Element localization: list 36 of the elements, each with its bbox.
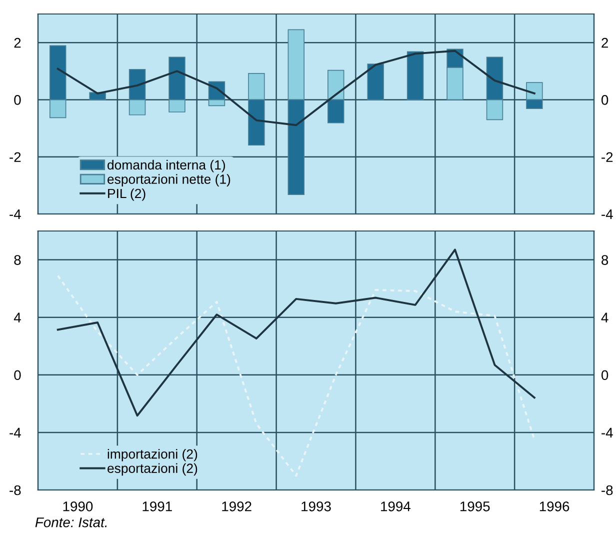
line-series [56, 274, 536, 477]
x-tick-label: 1990 [63, 501, 93, 512]
y2-tick-label: -4 [602, 209, 613, 220]
x-tick-label: 1994 [381, 501, 410, 512]
y2-tick-label: -8 [602, 485, 613, 496]
legend-label: PIL (2) [108, 188, 146, 201]
x-tick-label: 1991 [142, 501, 172, 512]
bar [367, 64, 384, 100]
y2-tick-label: -4 [602, 428, 613, 438]
y2-tick-label: 4 [601, 312, 608, 322]
y-tick-label: -2 [10, 152, 21, 162]
y2-tick-label: 0 [601, 95, 608, 105]
y-tick-label: 8 [14, 255, 21, 265]
y-tick-label: 0 [14, 95, 21, 105]
source-note: Fonte: Istat. [35, 518, 107, 528]
legend-label: esportazioni (2) [108, 463, 198, 476]
y2-tick-label: -2 [602, 152, 613, 162]
legend-label: esportazioni nette (1) [108, 174, 230, 186]
line-series [56, 248, 536, 417]
line-series [56, 50, 536, 126]
y-tick-label: 4 [14, 312, 21, 322]
y-tick-label: 0 [14, 370, 21, 380]
x-tick-label: 1993 [302, 501, 331, 512]
x-tick-label: 1992 [222, 501, 252, 512]
x-tick-label: 1996 [540, 501, 570, 512]
y2-tick-label: 0 [601, 370, 608, 380]
y-tick-label: -4 [10, 209, 21, 220]
bar [406, 51, 424, 100]
y2-tick-label: 8 [602, 255, 608, 265]
y-tick-label: -4 [10, 428, 21, 438]
legend-label: importazioni (2) [108, 449, 198, 462]
x-tick-label: 1995 [460, 501, 490, 512]
y-tick-label: 2 [14, 38, 21, 48]
y2-tick-label: 2 [602, 38, 608, 48]
y-tick-label: -8 [10, 485, 21, 496]
legend-label: domanda interna (1) [108, 160, 225, 172]
